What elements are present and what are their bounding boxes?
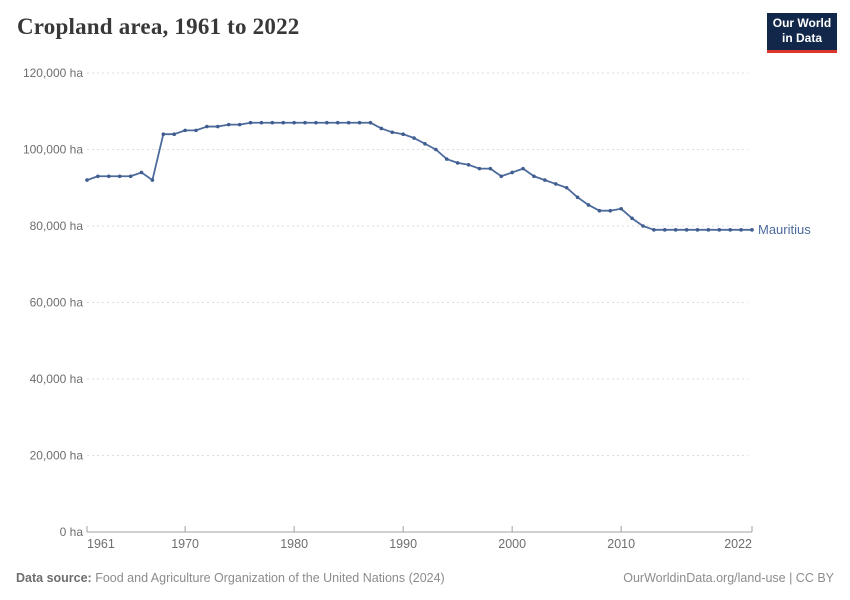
data-point[interactable] (150, 178, 155, 182)
data-point[interactable] (564, 185, 569, 190)
data-point[interactable] (444, 157, 449, 161)
data-point[interactable] (608, 208, 613, 213)
data-point[interactable] (161, 132, 166, 136)
data-point[interactable] (237, 122, 242, 127)
data-point[interactable] (575, 195, 580, 200)
data-point[interactable] (434, 147, 438, 152)
chart-footer: Data source: Food and Agriculture Organi… (16, 571, 834, 585)
data-point[interactable] (248, 120, 253, 125)
x-axis-tick-label: 1970 (171, 537, 199, 551)
data-point[interactable] (695, 228, 700, 232)
x-axis-tick-label: 2010 (607, 537, 635, 551)
x-axis-tick-label: 1961 (87, 537, 115, 551)
data-point[interactable] (586, 203, 591, 207)
credit-link[interactable]: OurWorldinData.org/land-use | CC BY (623, 571, 834, 585)
data-point[interactable] (226, 122, 231, 127)
data-point[interactable] (346, 120, 351, 125)
data-point[interactable] (292, 120, 296, 125)
data-point[interactable] (281, 120, 286, 125)
data-point[interactable] (652, 228, 656, 232)
x-axis-tick-label: 2000 (498, 537, 526, 551)
y-axis-tick-label: 40,000 ha (30, 372, 84, 386)
data-point[interactable] (717, 228, 722, 232)
data-point[interactable] (488, 166, 493, 171)
data-point[interactable] (390, 130, 395, 135)
data-point[interactable] (630, 216, 634, 221)
data-point[interactable] (543, 178, 547, 182)
data-point[interactable] (128, 174, 133, 179)
data-point[interactable] (728, 228, 732, 232)
owid-logo-line2: in Data (781, 31, 822, 45)
data-point[interactable] (641, 224, 645, 228)
data-point[interactable] (303, 120, 307, 125)
data-point[interactable] (739, 228, 743, 232)
data-source: Data source: Food and Agriculture Organi… (16, 571, 445, 585)
data-point[interactable] (673, 228, 678, 232)
data-point[interactable] (379, 126, 384, 131)
data-point[interactable] (477, 166, 482, 171)
data-point[interactable] (216, 124, 220, 129)
data-point[interactable] (499, 174, 504, 179)
x-axis-tick-label: 1980 (280, 537, 308, 551)
data-point[interactable] (172, 132, 177, 136)
data-source-label: Data source: (16, 571, 92, 585)
data-point[interactable] (314, 120, 318, 125)
data-point[interactable] (107, 174, 111, 179)
data-point[interactable] (270, 120, 275, 125)
data-point[interactable] (96, 174, 100, 179)
y-axis-tick-label: 60,000 ha (30, 296, 84, 310)
page-title: Cropland area, 1961 to 2022 (17, 14, 300, 39)
data-point[interactable] (684, 228, 689, 232)
data-point[interactable] (401, 132, 405, 136)
line-chart[interactable]: 0 ha 20,000 ha 40,000 ha 60,000 ha 80,000 ha… (0, 0, 850, 560)
data-point[interactable] (750, 228, 754, 232)
data-point[interactable] (183, 128, 187, 133)
data-point[interactable] (205, 124, 209, 129)
data-point[interactable] (357, 120, 362, 125)
data-point[interactable] (597, 208, 602, 213)
y-axis-tick-label: 0 ha (60, 525, 84, 539)
data-point[interactable] (455, 161, 460, 165)
owid-logo[interactable]: Our World in Data (767, 13, 837, 53)
y-axis-tick-label: 80,000 ha (30, 219, 84, 233)
data-point[interactable] (532, 174, 536, 179)
data-point[interactable] (117, 174, 122, 179)
data-point[interactable] (335, 120, 340, 125)
data-point[interactable] (553, 182, 558, 186)
y-axis-tick-label: 120,000 ha (23, 66, 83, 80)
data-point[interactable] (510, 170, 514, 175)
entity-label[interactable]: Mauritius (758, 222, 811, 237)
data-point[interactable] (259, 120, 264, 125)
x-axis-tick-label: 2022 (724, 537, 752, 551)
data-point[interactable] (619, 206, 623, 211)
data-point[interactable] (423, 141, 427, 146)
data-point[interactable] (85, 178, 89, 182)
data-point[interactable] (706, 228, 711, 232)
owid-logo-line1: Our World (772, 16, 832, 30)
x-axis-tick-label: 1990 (389, 537, 417, 551)
data-point[interactable] (412, 136, 416, 140)
y-axis-tick-label: 20,000 ha (30, 449, 84, 463)
data-point[interactable] (194, 128, 198, 133)
data-point[interactable] (466, 163, 471, 167)
data-point[interactable] (139, 170, 144, 175)
data-point[interactable] (662, 228, 667, 232)
data-point[interactable] (368, 120, 373, 125)
data-point[interactable] (521, 166, 525, 171)
y-axis-tick-label: 100,000 ha (23, 143, 83, 157)
data-point[interactable] (325, 120, 329, 125)
data-source-text: Food and Agriculture Organization of the… (91, 571, 445, 585)
data-line-mauritius[interactable] (86, 121, 753, 231)
